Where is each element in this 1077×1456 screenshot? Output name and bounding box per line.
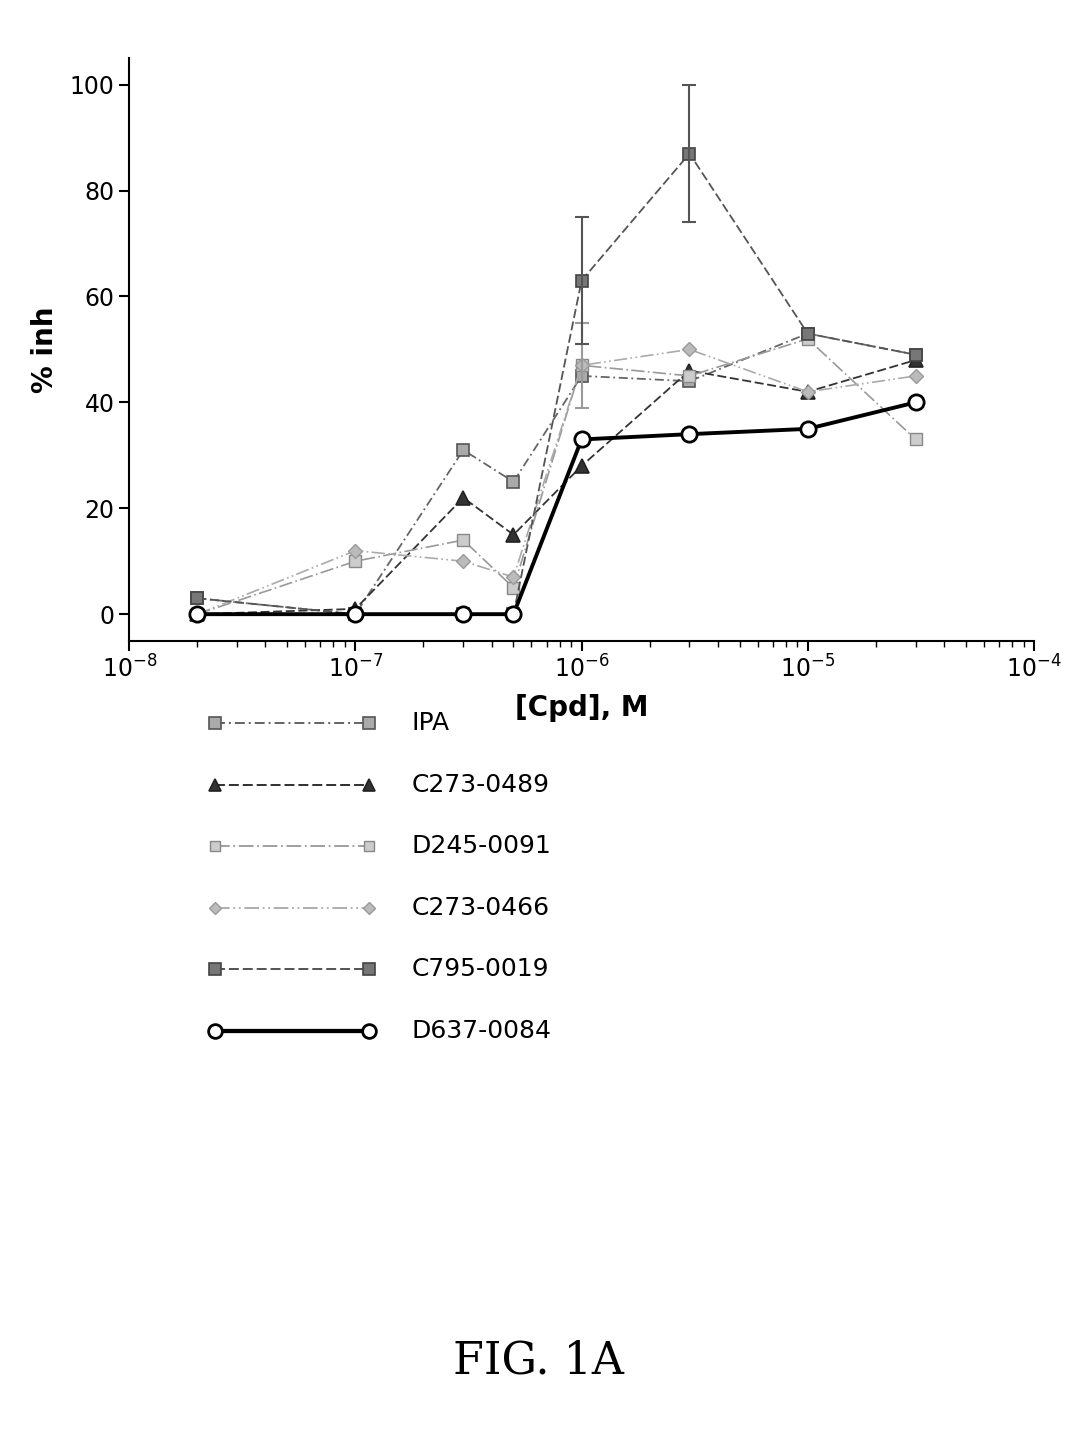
Text: C273-0466: C273-0466: [411, 895, 549, 920]
Text: C273-0489: C273-0489: [411, 773, 549, 796]
Y-axis label: % inh: % inh: [30, 306, 58, 393]
Text: D637-0084: D637-0084: [411, 1019, 551, 1042]
Text: FIG. 1A: FIG. 1A: [453, 1340, 624, 1383]
X-axis label: [Cpd], M: [Cpd], M: [515, 693, 648, 722]
Text: D245-0091: D245-0091: [411, 834, 551, 859]
Text: IPA: IPA: [411, 712, 449, 735]
Text: C795-0019: C795-0019: [411, 958, 549, 981]
